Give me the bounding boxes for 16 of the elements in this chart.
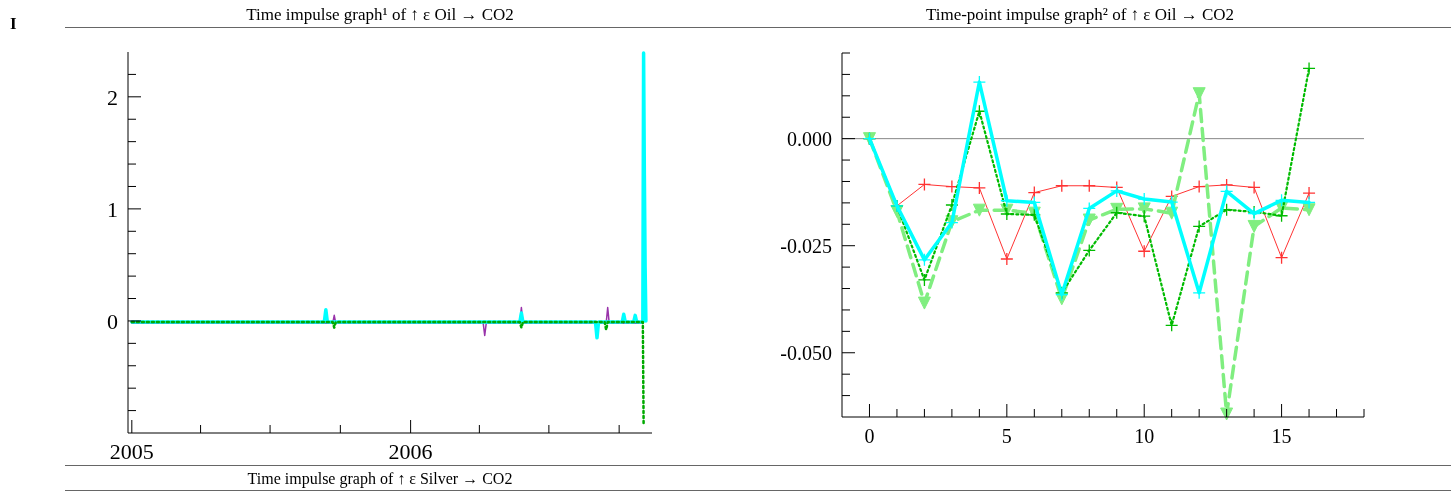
y-tick-label: 1 xyxy=(107,196,118,222)
y-tick-label: 2 xyxy=(107,84,118,110)
y-tick-label: 0 xyxy=(107,308,118,334)
y-tick-label: -0.025 xyxy=(780,234,832,257)
chart-title: Time-point impulse graph² of ↑ ε Oil → CO2 xyxy=(925,5,1235,24)
x-tick-label: 5 xyxy=(1001,425,1012,447)
x-tick-label: 15 xyxy=(1271,425,1292,447)
x-tick-label: 0 xyxy=(864,425,875,447)
text: I xyxy=(10,14,17,33)
x-tick-label: 10 xyxy=(1134,425,1155,447)
y-tick-label: -0.050 xyxy=(780,341,832,364)
x-tick-label: 2005 xyxy=(109,439,154,464)
text: Time impulse graph of ↑ ε Silver → CO2 xyxy=(247,470,513,488)
y-tick-label: 0.000 xyxy=(787,127,832,150)
x-tick-label: 2006 xyxy=(388,439,433,464)
chart-title: Time impulse graph¹ of ↑ ε Oil → CO2 xyxy=(246,5,514,24)
